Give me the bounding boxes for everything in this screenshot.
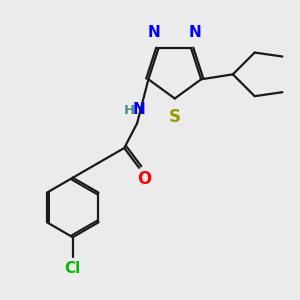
Text: Cl: Cl (64, 261, 81, 276)
Text: H: H (124, 104, 135, 117)
Text: N: N (189, 26, 201, 40)
Text: O: O (137, 170, 151, 188)
Text: N: N (148, 26, 161, 40)
Text: N: N (133, 102, 146, 117)
Text: S: S (169, 108, 181, 126)
